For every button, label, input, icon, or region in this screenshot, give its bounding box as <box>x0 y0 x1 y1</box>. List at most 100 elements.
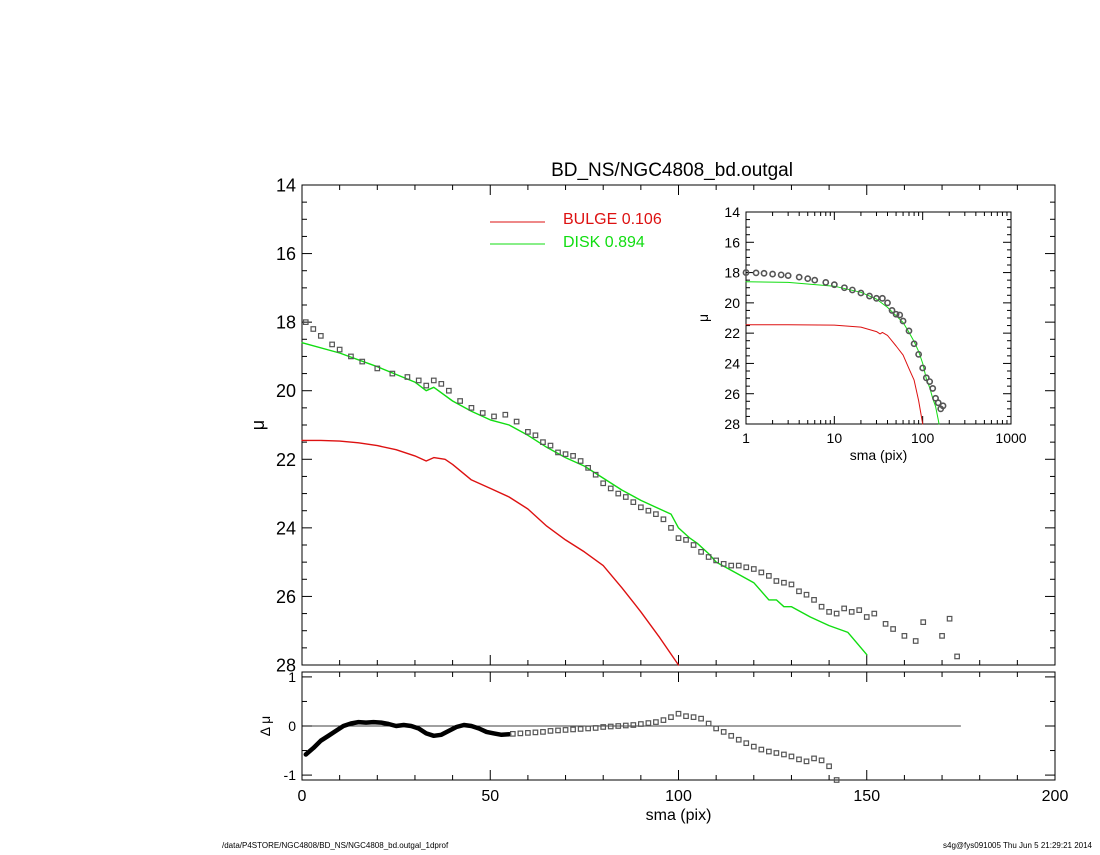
inset-y-tick-label: 14 <box>724 204 740 220</box>
residual-data-point <box>720 729 727 735</box>
main-data-point <box>555 449 561 456</box>
residual-data-point <box>773 750 780 756</box>
main-y-tick-label: 28 <box>276 655 296 675</box>
residual-data-point <box>788 753 795 760</box>
residual-data-point <box>637 721 644 727</box>
main-data-point <box>540 439 546 445</box>
inset-data-point <box>752 269 760 277</box>
main-data-point <box>901 633 908 639</box>
main-series-line-0 <box>301 439 680 666</box>
main-data-point <box>668 525 674 531</box>
main-data-point <box>622 494 629 500</box>
inset-data-point <box>939 402 947 410</box>
inset-data-point <box>811 276 819 284</box>
inset-data-point <box>830 281 838 289</box>
main-y-tick-label: 14 <box>276 175 296 195</box>
inset-data-point <box>857 289 865 297</box>
main-data-point <box>766 573 772 579</box>
inset-data-point <box>892 310 900 318</box>
main-data-point <box>630 499 637 505</box>
main-data-point <box>329 341 335 348</box>
main-data-point <box>438 381 445 387</box>
main-data-point <box>750 566 757 572</box>
main-y-tick-label: 20 <box>276 381 296 401</box>
inset-data-point <box>769 270 776 278</box>
residual-data-point <box>683 713 689 720</box>
main-data-point <box>713 557 720 564</box>
main-data-point <box>577 458 584 464</box>
residual-series-line-0 <box>303 719 512 757</box>
main-data-point <box>374 365 381 372</box>
residual-x-axis-label: sma (pix) <box>646 807 712 824</box>
inset-data-point <box>905 327 913 335</box>
inset-data-point <box>848 286 856 294</box>
main-y-tick-label: 26 <box>276 587 296 607</box>
main-data-point <box>720 561 727 567</box>
residual-data-point <box>690 714 697 721</box>
main-data-point <box>660 516 667 523</box>
inset-data-point <box>742 269 750 276</box>
main-data-point <box>856 607 863 613</box>
residual-data-point <box>668 714 674 721</box>
residual-data-point <box>562 727 569 733</box>
residual-data-point <box>675 710 682 717</box>
main-data-point <box>698 549 704 555</box>
main-data-point <box>562 451 569 457</box>
main-data-point <box>848 609 855 615</box>
inset-y-tick-label: 26 <box>724 386 740 402</box>
inset-data-point <box>866 292 873 300</box>
residual-data-point <box>592 725 599 731</box>
main-data-point <box>607 485 614 492</box>
inset-data-point <box>926 378 934 385</box>
main-data-point <box>758 569 765 576</box>
residual-data-point <box>653 719 659 725</box>
main-data-point <box>920 619 927 625</box>
main-data-point <box>547 442 554 449</box>
main-data-point <box>423 382 430 389</box>
main-data-point <box>348 353 354 360</box>
inset-y-tick-label: 18 <box>724 265 740 281</box>
inset-y-tick-label: 28 <box>724 416 740 432</box>
legend-bulge-label: BULGE 0.106 <box>563 211 662 228</box>
main-data-point <box>954 653 960 660</box>
inset-data-point <box>922 374 930 382</box>
main-data-point <box>781 579 787 586</box>
inset-y-tick-label: 24 <box>724 355 740 371</box>
main-data-point <box>415 377 422 384</box>
main-y-tick-label: 22 <box>276 450 296 470</box>
residual-data-point <box>781 751 787 758</box>
residual-data-point <box>811 755 817 762</box>
inset-data-point <box>899 317 907 325</box>
main-data-point <box>502 411 509 418</box>
main-y-tick-label: 18 <box>276 313 296 333</box>
inset-data-point <box>804 275 812 283</box>
residual-data-point <box>818 757 825 764</box>
inset-x-tick-label: 100 <box>911 430 935 446</box>
inset-y-axis-label: μ <box>695 314 711 322</box>
inset-x-tick-label: 1000 <box>995 430 1026 446</box>
main-data-point <box>445 387 452 394</box>
inset-x-tick-label: 1 <box>742 430 750 446</box>
main-data-point <box>615 490 622 497</box>
inset-data-point <box>919 364 927 372</box>
inset-data-point <box>888 307 896 314</box>
residual-data-point <box>622 722 629 729</box>
residual-data-point <box>728 732 735 739</box>
inset-y-tick-label: 22 <box>724 325 740 341</box>
residual-y-tick-label: -1 <box>284 767 297 783</box>
inset-data-point <box>795 273 803 281</box>
residual-x-tick-label: 100 <box>665 788 692 805</box>
main-data-point <box>525 429 531 435</box>
inset-data-point <box>878 294 886 302</box>
main-data-point <box>818 603 825 610</box>
main-data-point <box>882 621 889 627</box>
inset-x-tick-label: 10 <box>827 430 843 446</box>
residual-data-point <box>540 729 546 735</box>
main-data-point <box>946 615 953 622</box>
residual-data-point <box>826 763 832 770</box>
residual-data-point <box>577 726 584 732</box>
main-data-point <box>773 578 780 584</box>
residual-data-point <box>615 723 622 729</box>
